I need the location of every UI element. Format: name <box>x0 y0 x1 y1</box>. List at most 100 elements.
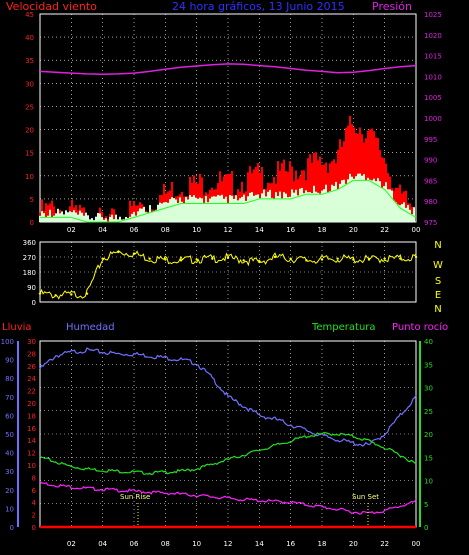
humidity-tick-label: 100 <box>1 338 14 346</box>
compass-letter: N <box>434 304 441 315</box>
wind-direction-point <box>273 255 277 259</box>
time-tick-label: 20 <box>349 540 358 548</box>
temperature-tick-label: 0 <box>424 524 428 532</box>
pressure-tick-label: 995 <box>424 136 437 144</box>
wind-tick-label: 20 <box>25 127 34 135</box>
wind-direction-point <box>242 259 245 262</box>
wind-tick-label: 10 <box>25 173 34 181</box>
wind-direction-point <box>414 255 418 259</box>
rain-tick-label: 26 <box>27 363 36 371</box>
wind-direction-point <box>305 259 308 262</box>
wind-direction-point <box>289 257 292 260</box>
pressure-tick-label: 980 <box>424 198 437 206</box>
humidity-tick-label: 30 <box>5 468 14 476</box>
time-tick-label: 16 <box>286 226 295 234</box>
temperature-tick-label: 25 <box>424 408 433 416</box>
time-tick-label: 08 <box>161 540 170 548</box>
wind-direction-point <box>179 259 183 262</box>
wind-speed-title: Velocidad viento <box>6 0 97 13</box>
wind-direction-point <box>383 257 386 260</box>
compass-letter: N <box>434 240 441 251</box>
temperature-tick-label: 20 <box>424 431 433 439</box>
rain-tick-label: 16 <box>27 425 36 433</box>
rain-tick-label: 0 <box>32 524 36 532</box>
rain-tick-label: 4 <box>32 499 37 507</box>
time-tick-label: 06 <box>130 540 139 548</box>
direction-tick-label: 90 <box>27 284 36 292</box>
pressure-tick-label: 1005 <box>424 94 442 102</box>
time-tick-label: 04 <box>98 226 107 234</box>
rain-tick-label: 22 <box>27 388 36 396</box>
rain-tick-label: 20 <box>27 400 36 408</box>
wind-direction-point <box>101 257 104 260</box>
dewpoint-label: Punto rocío <box>392 321 448 333</box>
sunrise-label: Sun Rise <box>120 493 150 501</box>
rain-tick-label: 6 <box>32 487 37 495</box>
pressure-title: Presión <box>372 0 412 13</box>
wind-direction-point <box>132 252 136 255</box>
rain-tick-label: 28 <box>27 350 36 358</box>
time-tick-label: 10 <box>192 226 201 234</box>
rain-tick-label: 14 <box>27 437 36 445</box>
wind-direction-point <box>211 257 214 260</box>
pressure-line <box>39 63 417 76</box>
temperature-tick-label: 10 <box>424 478 433 486</box>
wind-direction-point <box>195 258 198 261</box>
wind-tick-label: 5 <box>30 196 34 204</box>
pressure-tick-label: 1015 <box>424 53 442 61</box>
wind-direction-point <box>336 257 339 260</box>
wind-tick-label: 30 <box>25 80 34 88</box>
pressure-tick-label: 1010 <box>424 73 442 81</box>
time-tick-label: 18 <box>318 226 327 234</box>
rain-tick-label: 8 <box>32 474 36 482</box>
humidity-tick-label: 0 <box>10 524 14 532</box>
time-tick-label: 00 <box>412 226 421 234</box>
wind-direction-point <box>164 258 167 261</box>
humidity-tick-label: 90 <box>5 357 14 365</box>
wind-direction-point <box>258 260 261 264</box>
humidity-tick-label: 70 <box>5 394 14 402</box>
pressure-tick-label: 1025 <box>424 11 442 19</box>
time-tick-label: 08 <box>161 226 170 234</box>
temperature-line <box>39 432 417 476</box>
time-tick-label: 22 <box>380 226 389 234</box>
compass-letter: W <box>433 260 443 271</box>
temperature-label: Temperatura <box>311 322 376 333</box>
rain-tick-label: 30 <box>27 338 36 346</box>
wind-tick-label: 40 <box>25 34 34 42</box>
temperature-tick-label: 40 <box>424 338 433 346</box>
time-tick-label: 04 <box>98 540 107 548</box>
rain-tick-label: 24 <box>27 375 36 383</box>
time-tick-label: 06 <box>130 226 139 234</box>
pressure-tick-label: 990 <box>424 157 437 165</box>
wind-direction-point <box>38 292 42 295</box>
pressure-tick-label: 1000 <box>424 115 442 123</box>
humidity-line <box>39 347 417 447</box>
rain-tick-label: 10 <box>27 462 36 470</box>
wind-direction-point <box>399 257 402 260</box>
wind-direction-point <box>226 256 230 260</box>
time-tick-label: 02 <box>67 540 76 548</box>
humidity-tick-label: 20 <box>5 487 14 495</box>
wind-tick-label: 35 <box>25 57 34 65</box>
time-tick-label: 00 <box>412 540 421 548</box>
rain-tick-label: 2 <box>32 512 36 520</box>
wind-direction-point <box>85 292 89 295</box>
humidity-tick-label: 50 <box>5 431 14 439</box>
wind-avg-line <box>40 179 417 223</box>
time-tick-label: 22 <box>380 540 389 548</box>
wind-direction-point <box>117 250 120 254</box>
compass-letter: S <box>435 276 441 287</box>
time-tick-label: 10 <box>192 540 201 548</box>
direction-tick-label: 0 <box>32 299 36 307</box>
wind-tick-label: 0 <box>30 219 34 227</box>
time-tick-label: 12 <box>224 540 233 548</box>
humidity-tick-label: 40 <box>5 450 14 458</box>
wind-direction-point <box>54 294 57 297</box>
pressure-tick-label: 985 <box>424 177 437 185</box>
wind-tick-label: 25 <box>25 103 34 111</box>
wind-direction-point <box>352 258 355 261</box>
time-tick-label: 14 <box>255 226 264 234</box>
time-tick-label: 02 <box>67 226 76 234</box>
